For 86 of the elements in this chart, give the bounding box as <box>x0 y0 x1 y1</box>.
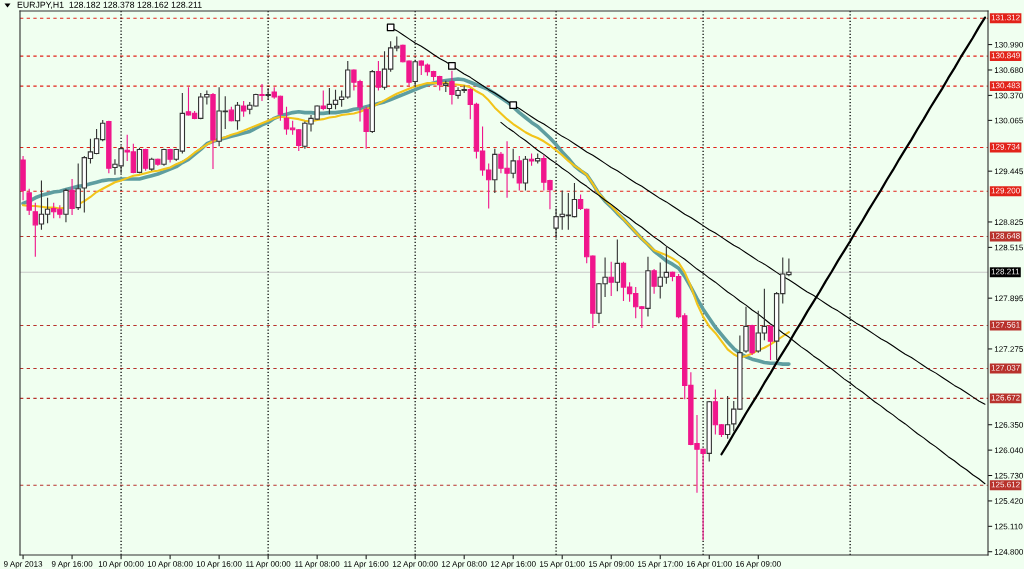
x-tick-label: 10 Apr 08:00 <box>147 561 193 569</box>
candlestick <box>63 188 69 223</box>
candlestick <box>767 325 774 361</box>
candlestick <box>20 155 26 201</box>
y-tick-label: 125.420 <box>994 498 1024 504</box>
candlestick <box>167 148 173 164</box>
chart-title: EURJPY,H1 128.182 128.378 128.162 128.211 <box>17 1 202 9</box>
candlestick <box>375 60 382 92</box>
candlestick <box>155 157 161 167</box>
ref-line-label: 129.200 <box>991 187 1020 194</box>
ref-line-label: 128.648 <box>991 232 1020 239</box>
ref-line-label: 130.849 <box>991 52 1020 59</box>
ref-line-label: 125.612 <box>991 481 1020 488</box>
x-tick-label: 15 Apr 17:00 <box>638 561 683 569</box>
candlestick <box>259 83 265 102</box>
candlestick <box>749 324 755 356</box>
y-tick-label: 128.825 <box>994 219 1024 225</box>
candlestick <box>142 148 149 172</box>
candlestick <box>234 101 241 131</box>
point <box>386 23 395 32</box>
y-tick-label: 126.350 <box>994 422 1024 428</box>
candlestick <box>645 256 651 318</box>
ref-line-label: 128.211 <box>991 268 1020 275</box>
candlestick <box>369 69 375 134</box>
ref-line-label: 127.561 <box>991 321 1020 328</box>
ref-line-label: 131.312 <box>991 14 1020 21</box>
candlestick <box>608 261 614 297</box>
ref-line-label: 127.037 <box>991 364 1020 371</box>
y-tick-label: 124.800 <box>994 549 1024 555</box>
y-tick-label: 130.370 <box>994 92 1024 99</box>
y-tick-label: 125.730 <box>994 472 1024 479</box>
x-tick-label: 16 Apr 01:00 <box>687 561 732 569</box>
candlestick <box>614 239 621 292</box>
x-tick-label: 11 Apr 16:00 <box>344 561 389 569</box>
candlestick <box>706 400 712 463</box>
candlestick <box>651 268 657 295</box>
candlestick <box>136 147 143 174</box>
y-tick-label: 130.990 <box>994 41 1024 48</box>
candlestick <box>516 155 523 191</box>
candlestick <box>265 87 271 101</box>
candlestick <box>26 188 32 216</box>
candlestick <box>492 148 498 194</box>
candlestick <box>743 306 749 354</box>
candlestick <box>522 155 529 191</box>
candlestick <box>106 120 112 174</box>
candlestick <box>320 89 326 111</box>
y-tick-label: 125.110 <box>994 523 1023 530</box>
candlestick <box>577 193 584 211</box>
candlestick <box>510 148 516 179</box>
y-tick-label: 129.445 <box>994 168 1024 175</box>
candlestick <box>228 106 235 123</box>
x-tick-label: 9 Apr 16:00 <box>51 561 93 569</box>
candlestick <box>534 152 541 164</box>
ref-line-label: 129.734 <box>991 143 1020 150</box>
candlestick <box>528 152 535 167</box>
x-tick-label: 10 Apr 16:00 <box>196 561 242 569</box>
x-tick-label: 15 Apr 09:00 <box>588 561 634 569</box>
x-tick-label: 10 Apr 00:00 <box>98 561 144 569</box>
x-tick-label: 12 Apr 16:00 <box>490 561 536 569</box>
point <box>448 62 456 70</box>
candlestick <box>32 202 39 258</box>
y-tick-label: 127.895 <box>994 295 1024 302</box>
x-tick-label: 11 Apr 08:00 <box>295 561 340 569</box>
y-tick-label: 126.040 <box>994 447 1024 454</box>
x-tick-label: 9 Apr 2013 <box>3 561 43 569</box>
y-tick-label: 128.515 <box>994 244 1024 251</box>
candlestick <box>412 60 418 88</box>
ref-line-label: 130.483 <box>991 82 1020 89</box>
candlestick <box>69 178 75 216</box>
point <box>509 101 518 110</box>
candlestick <box>240 100 247 118</box>
x-tick-label: 12 Apr 00:00 <box>392 561 438 569</box>
candlestick <box>363 106 369 150</box>
x-tick-label: 11 Apr 00:00 <box>246 561 291 569</box>
candlestick <box>149 157 155 172</box>
y-tick-label: 130.680 <box>994 67 1024 73</box>
candlestick <box>443 80 449 93</box>
candlestick <box>449 70 455 105</box>
x-tick-label: 15 Apr 01:00 <box>539 561 585 569</box>
x-tick-label: 16 Apr 09:00 <box>736 561 781 569</box>
candlestick <box>161 148 167 167</box>
y-tick-label: 130.065 <box>994 117 1024 124</box>
ref-line-label: 126.672 <box>991 394 1020 401</box>
candlestick <box>210 92 216 170</box>
y-tick-label: 127.275 <box>994 346 1024 352</box>
x-tick-label: 12 Apr 08:00 <box>441 561 487 569</box>
